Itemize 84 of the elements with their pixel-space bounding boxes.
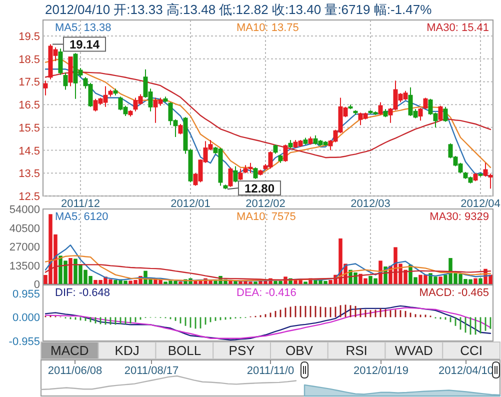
x-tick-label: 2012/03 — [350, 198, 390, 210]
y-tick-label: 0.000 — [12, 312, 40, 324]
bar — [474, 278, 478, 284]
text: MA10: 7575 — [236, 211, 296, 223]
x-tick-label: 2011/11/0 — [246, 365, 294, 377]
candlestick — [178, 124, 183, 135]
candlestick — [303, 137, 308, 146]
line-series — [44, 72, 492, 158]
candlestick — [278, 154, 283, 164]
candlestick — [288, 140, 293, 148]
tab: OBV — [270, 342, 328, 360]
y-tick-label: 40500 — [9, 222, 40, 235]
tab: PSY — [212, 342, 271, 360]
y-tick-label: 0.955 — [12, 288, 40, 300]
line-series — [44, 264, 492, 281]
candlestick — [68, 56, 73, 87]
candlestick — [473, 172, 478, 182]
tab: BOLL — [155, 342, 214, 360]
candlestick — [238, 168, 243, 180]
x-tick-label: 2012/02 — [246, 198, 286, 210]
x-tick-label: 2012/01 — [170, 198, 210, 210]
bar — [68, 258, 72, 284]
y-tick-label: 13500 — [9, 260, 40, 272]
line-series — [44, 255, 492, 282]
x-tick-label: 2011/12 — [61, 198, 100, 210]
candlestick — [438, 105, 443, 122]
candlestick — [443, 106, 448, 122]
text: MA30: 15.41 — [426, 22, 489, 34]
candlestick — [113, 88, 118, 96]
text: DEA: -0.416 — [236, 287, 296, 299]
text: MA5: 6120 — [55, 211, 108, 223]
candlestick — [58, 48, 63, 76]
y-tick-label: 54000 — [9, 204, 40, 216]
y-tick-label: 15.5 — [18, 122, 40, 134]
text: MA5: 13.38 — [55, 22, 112, 34]
series-label: DIF: -0.648 — [55, 287, 110, 299]
x-tick-label: 2012/04 — [460, 198, 500, 210]
x-tick-label: 2011/08/17 — [124, 365, 179, 377]
chart-title: 2012/04/10 开:13.33 高:13.48 低:12.82 收:13.40 量:6719 幅:-1.47% — [45, 2, 432, 17]
candlestick — [383, 108, 388, 118]
candlestick — [258, 169, 263, 176]
tab: KDJ — [98, 342, 156, 360]
x-tick-label: 2012/01/19 — [353, 365, 409, 377]
y-tick-label: 12.5 — [18, 191, 40, 203]
tab: MACD — [40, 342, 99, 360]
candlestick — [353, 110, 358, 116]
x-tick-label: 2012/04/10 — [438, 365, 494, 377]
y-tick-label: 19.5 — [18, 31, 40, 43]
candlestick — [63, 72, 68, 90]
y-tick-label: 17.5 — [18, 76, 40, 89]
candlestick — [233, 166, 238, 183]
candlestick — [423, 97, 428, 110]
bar — [478, 278, 482, 284]
bar — [438, 276, 442, 284]
candlestick — [108, 89, 113, 98]
text: MA30: 9329 — [430, 211, 489, 223]
series-label: MACD: -0.465 — [419, 287, 489, 299]
tab: RSI — [327, 342, 386, 360]
candlestick — [348, 104, 353, 110]
candlestick — [478, 172, 483, 178]
y-tick-label: 0 — [34, 279, 40, 291]
candlestick — [223, 184, 228, 190]
candlestick — [163, 96, 168, 103]
candlestick — [418, 108, 423, 122]
tab: CCI — [442, 342, 500, 360]
candlestick — [253, 166, 258, 180]
y-tick-label: -0.955 — [8, 336, 40, 348]
text: MA10: 13.75 — [236, 22, 299, 34]
candlestick — [228, 166, 233, 188]
candlestick — [308, 136, 313, 146]
annotation: 19.14 — [69, 38, 100, 52]
candlestick — [43, 80, 48, 96]
candlestick — [128, 110, 133, 117]
candlestick — [273, 144, 278, 154]
y-tick-label: 18.5 — [18, 54, 40, 66]
x-tick-label: 2011/06/08 — [48, 365, 102, 377]
y-tick-label: 13.5 — [18, 168, 40, 180]
y-tick-label: 14.5 — [18, 145, 40, 158]
candlestick — [378, 102, 383, 116]
annotation: 12.80 — [244, 182, 275, 196]
tab: WVAD — [384, 342, 444, 360]
y-tick-label: 27000 — [9, 242, 40, 254]
candlestick — [283, 144, 288, 162]
y-tick-label: 16.5 — [18, 100, 40, 112]
